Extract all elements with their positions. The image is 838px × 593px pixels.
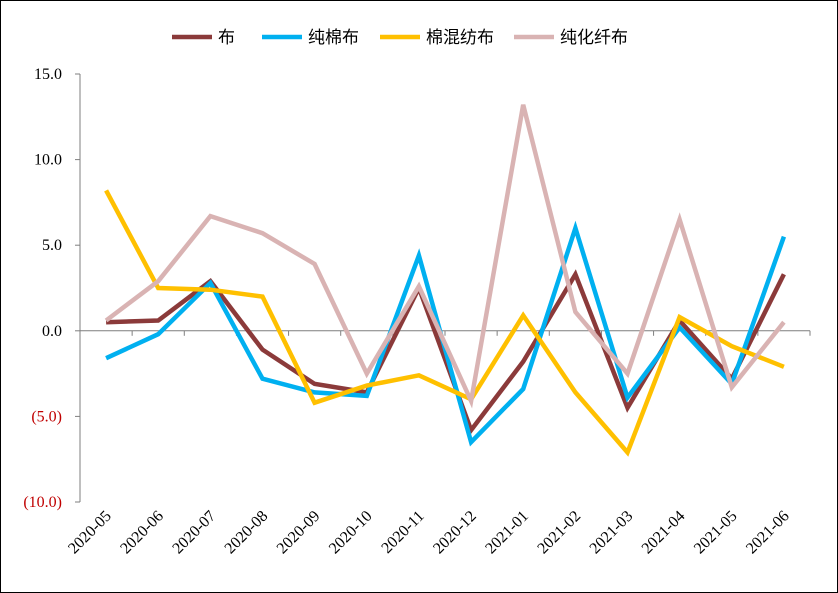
x-tick-label: 2020-05 <box>65 508 115 558</box>
y-axis-ticks: 15.0 10.0 5.0 0.0 (5.0) (10.0) <box>23 66 80 511</box>
y-tick-label: (5.0) <box>31 408 62 425</box>
x-tick-label: 2020-07 <box>169 508 219 558</box>
legend-label: 棉混纺布 <box>426 28 494 48</box>
x-tick-label: 2020-10 <box>326 508 376 558</box>
series-lines <box>104 104 787 457</box>
x-tick-label: 2020-12 <box>430 508 480 558</box>
x-tick-label: 2021-04 <box>639 508 689 558</box>
x-tick-label: 2020-08 <box>222 508 272 558</box>
legend: 布 纯棉布 棉混纺布 纯化纤布 <box>172 28 628 48</box>
x-tick-label: 2020-11 <box>378 508 427 557</box>
x-tick-label: 2021-05 <box>691 508 741 558</box>
series-line <box>104 104 786 409</box>
legend-label: 布 <box>218 28 235 48</box>
x-tick-label: 2021-01 <box>482 508 532 558</box>
y-tick-label: 0.0 <box>42 323 62 340</box>
x-tick-label: 2021-02 <box>534 508 584 558</box>
y-tick-label: (10.0) <box>23 494 62 511</box>
y-tick-label: 15.0 <box>34 66 62 83</box>
legend-label: 纯棉布 <box>308 28 359 48</box>
x-tick-label: 2021-03 <box>587 508 637 558</box>
x-axis-ticks: 2020-05 2020-06 2020-07 2020-08 2020-09 2020-… <box>65 508 793 558</box>
series-line <box>104 189 785 457</box>
y-tick-label: 10.0 <box>34 152 62 169</box>
legend-label: 纯化纤布 <box>560 28 628 48</box>
y-tick-label: 5.0 <box>42 237 62 254</box>
x-tick-label: 2020-09 <box>274 508 324 558</box>
x-tick-label: 2021-06 <box>743 508 793 558</box>
x-tick-label: 2020-06 <box>117 508 167 558</box>
